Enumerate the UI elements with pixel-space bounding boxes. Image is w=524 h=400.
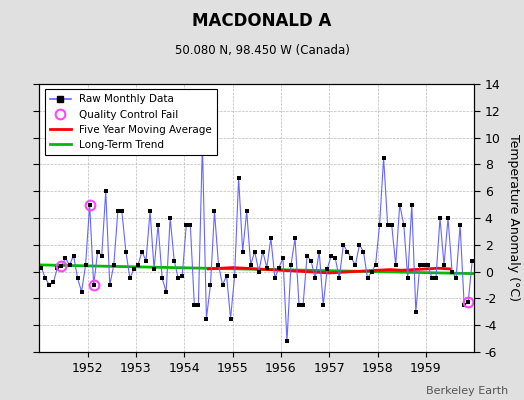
Text: MACDONALD A: MACDONALD A: [192, 12, 332, 30]
Text: Berkeley Earth: Berkeley Earth: [426, 386, 508, 396]
Y-axis label: Temperature Anomaly (°C): Temperature Anomaly (°C): [507, 134, 520, 302]
Legend: Raw Monthly Data, Quality Control Fail, Five Year Moving Average, Long-Term Tren: Raw Monthly Data, Quality Control Fail, …: [45, 89, 217, 155]
Text: 50.080 N, 98.450 W (Canada): 50.080 N, 98.450 W (Canada): [174, 44, 350, 57]
